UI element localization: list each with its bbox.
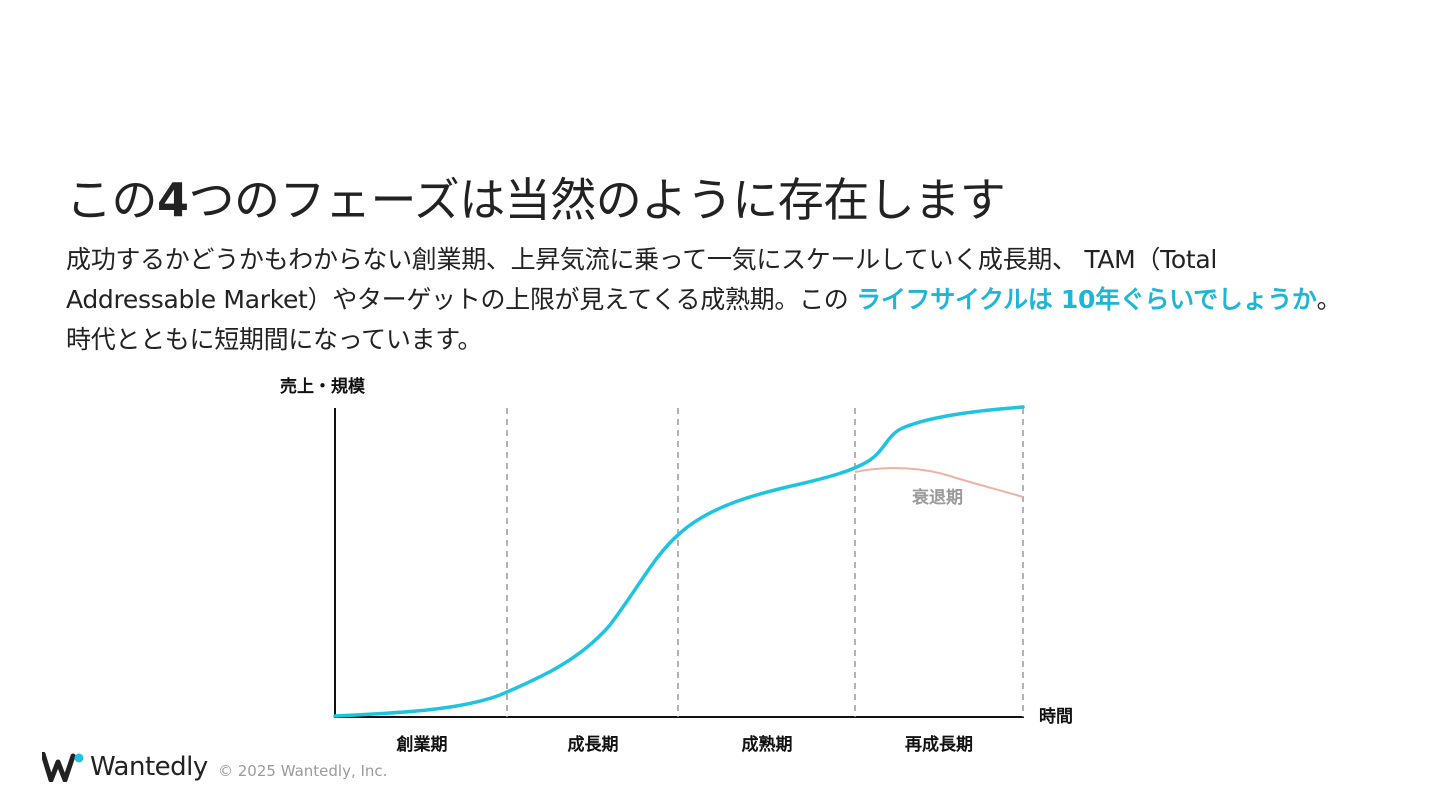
wantedly-logo: Wantedly [42,752,208,782]
brand-wordmark: Wantedly [90,752,208,782]
body-text-part1: 成功するかどうかもわからない創業期、上昇気流に乗って一気にスケールしていく成長期… [66,245,1218,314]
phase-label-founding: 創業期 [396,734,448,755]
body-text-part2: 。時代とともに短期間になっています。 [66,285,1342,354]
body-highlight: ライフサイクルは 10年ぐらいでしょうか [856,285,1317,314]
title-prefix: この [66,173,158,227]
wantedly-logo-icon [42,752,84,782]
slide-title: この4つのフェーズは当然のように存在します [66,164,1006,230]
title-number: 4 [157,173,189,227]
slide-body: 成功するかどうかもわからない創業期、上昇気流に乗って一気にスケールしていく成長期… [66,240,1366,360]
phase-label-maturity: 成熟期 [742,734,793,755]
title-suffix: つのフェーズは当然のように存在します [188,173,1006,227]
decline-label: 衰退期 [911,487,963,508]
copyright-text: © 2025 Wantedly, Inc. [218,762,388,780]
x-axis-label: 時間 [1039,706,1073,727]
decline-curve [854,467,1024,498]
y-axis-label: 売上・規模 [280,376,366,397]
phase-label-growth: 成長期 [568,734,619,755]
growth-curve [333,405,1025,718]
phase-label-regrowth: 再成長期 [905,734,973,755]
